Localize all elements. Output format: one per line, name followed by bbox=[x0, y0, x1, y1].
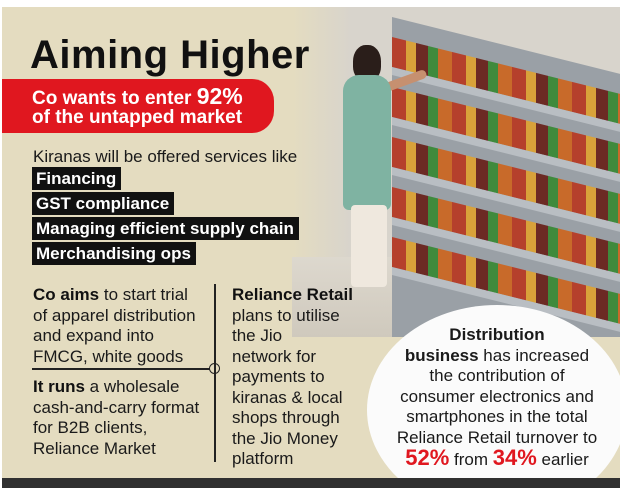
it-runs-block: It runs a wholesale cash-and-carry forma… bbox=[33, 377, 200, 458]
co-aims-block: Co aims to start trial of apparel distri… bbox=[33, 285, 196, 366]
services-intro: Kiranas will be offered services like bbox=[33, 147, 298, 166]
reliance-retail-block: Reliance Retail plans to utilise the Jio… bbox=[232, 285, 353, 468]
banner-text-line2: of the untapped market bbox=[32, 107, 243, 128]
pct-new: 52% bbox=[405, 445, 450, 470]
divider-horizontal bbox=[32, 368, 212, 370]
bottom-bar bbox=[2, 478, 620, 488]
service-merchandising: Merchandising ops bbox=[32, 242, 196, 265]
service-financing: Financing bbox=[32, 167, 122, 190]
callout-bubble bbox=[367, 305, 620, 478]
banner-text: Co wants to enter bbox=[32, 88, 197, 109]
callout-text: Distribution business has increased the … bbox=[396, 325, 598, 470]
supermarket-photo bbox=[292, 7, 620, 337]
photo-shopper bbox=[337, 45, 428, 295]
infographic-panel: Aiming Higher Co wants to enter 92% of t… bbox=[2, 7, 620, 478]
service-gst: GST compliance bbox=[32, 192, 175, 215]
photo-shelves bbox=[392, 17, 620, 337]
banner-percentage: 92% bbox=[196, 83, 243, 109]
headline: Aiming Higher bbox=[30, 33, 310, 77]
divider-vertical bbox=[214, 284, 216, 462]
pct-old: 34% bbox=[492, 445, 537, 470]
red-banner: Co wants to enter 92% of the untapped ma… bbox=[2, 79, 274, 133]
service-supply-chain: Managing efficient supply chain bbox=[32, 217, 299, 240]
